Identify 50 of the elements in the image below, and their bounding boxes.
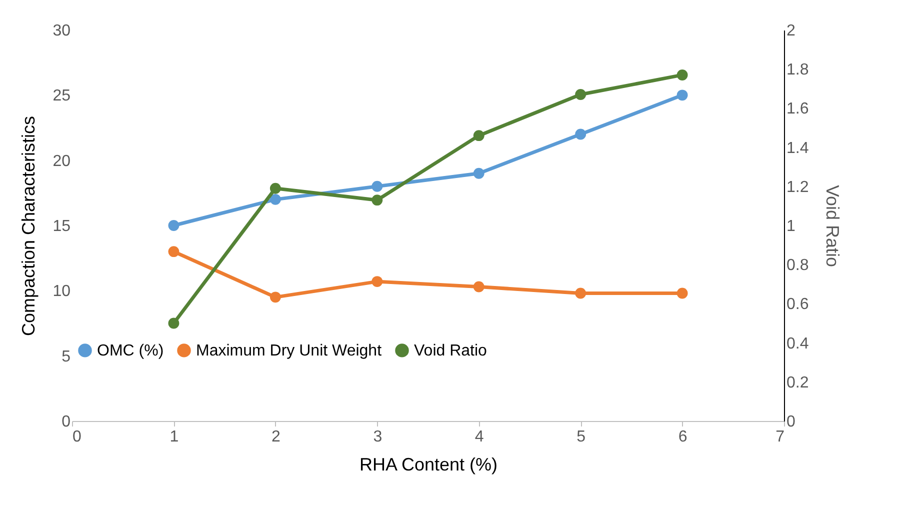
x-tick-label: 1 [170,428,179,446]
y-tick-label: 25 [52,88,71,105]
y2-tick-label: 0.8 [786,257,809,274]
x-tick-label: 7 [776,428,785,446]
y-tick-label: 10 [52,283,71,300]
y-tick-label: 20 [52,152,71,170]
point [575,288,586,299]
legend-label: OMC (%) [97,342,164,360]
point [372,180,383,192]
y2-axis-title: Void Ratio [822,184,843,268]
x-tick-label: 3 [373,428,382,446]
y2-tick-label: 1.2 [786,178,809,196]
y2-tick-label: 0.4 [786,335,809,352]
point [270,182,281,194]
x-axis-title: RHA Content (%) [359,454,498,474]
x-tick-label: 2 [271,428,280,446]
y2-tick-label: 1.4 [786,140,809,157]
y2-tick-label: 0 [786,414,796,430]
point [270,194,281,205]
legend-label: Maximum Dry Unit Weight [196,342,382,360]
y-tick-label: 15 [52,218,71,235]
y2-tick-label: 1.8 [786,62,809,79]
x-tick-label: 5 [576,428,586,446]
point [676,90,688,101]
point [168,246,180,258]
point [676,70,688,80]
y-tick-label: 0 [62,414,71,430]
point [676,288,688,299]
point [575,128,586,140]
x-tick-label: 6 [678,428,688,446]
point [473,130,484,142]
x-tick-label: 0 [72,428,82,446]
y-tick-label: 30 [52,22,71,40]
point [168,220,180,231]
y2-tick-label: 1 [786,218,796,235]
point [473,281,484,292]
point [168,318,180,329]
point [372,276,383,288]
y2-tick-label: 1.6 [786,100,809,118]
y-axis-title: Compaction Characteristics [18,116,39,336]
y2-tick-label: 0.2 [786,374,809,392]
point [372,194,383,206]
y2-tick-label: 0.6 [786,296,809,314]
point [575,89,586,100]
x-tick-label: 4 [474,428,484,446]
legend-label: Void Ratio [414,342,488,360]
y-tick-label: 5 [62,348,71,366]
point [270,292,281,303]
y2-tick-label: 2 [786,22,796,40]
point [473,168,484,179]
